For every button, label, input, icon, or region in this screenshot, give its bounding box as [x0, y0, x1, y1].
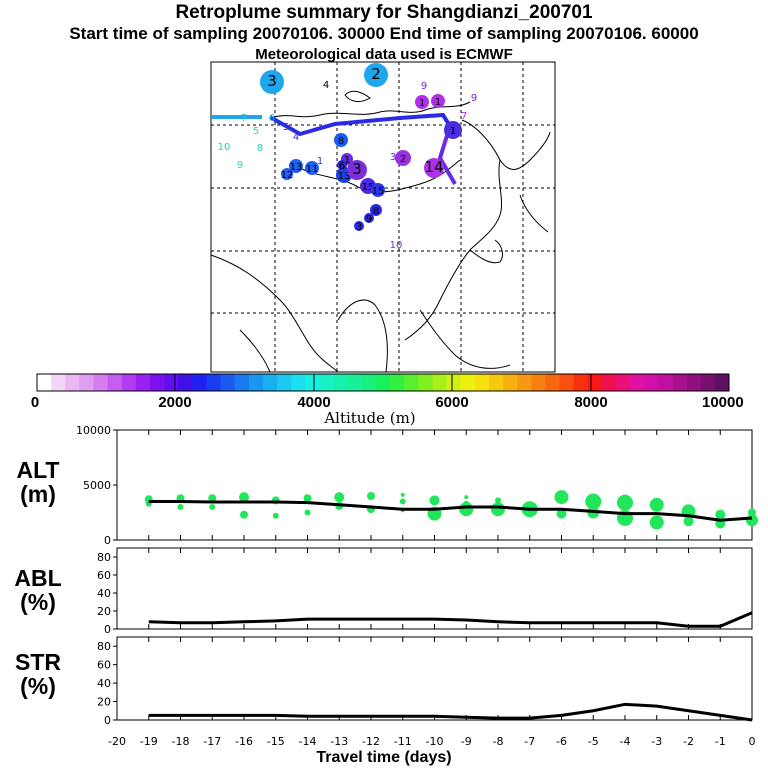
x-axis-label: Travel time (days) [316, 749, 452, 766]
alt-series-line [148, 500, 753, 522]
y-tick-label: 60 [97, 569, 111, 582]
y-tick-label: 10000 [76, 424, 111, 437]
alt-axis-label: ALT (m) [16, 457, 60, 507]
meteo-data-line: Meteorological data used is ECMWF [255, 46, 513, 63]
x-tick-label: -20 [108, 735, 126, 748]
y-tick-label: 40 [97, 677, 111, 690]
colorbar-tick-label: 6000 [435, 394, 469, 411]
altitude-point [683, 516, 694, 527]
altitude-point [491, 502, 505, 517]
abl-panel-frame [116, 547, 753, 630]
altitude-point [400, 492, 405, 497]
x-tick-label: -12 [362, 735, 380, 748]
altitude-point [208, 494, 217, 503]
altitude-point [334, 492, 345, 503]
altitude-point [495, 497, 501, 504]
x-tick-label: -11 [394, 735, 412, 748]
y-tick-label: 20 [97, 605, 111, 618]
altitude-point [177, 504, 184, 510]
str-series-line [148, 702, 753, 722]
altitude-point [272, 512, 279, 519]
x-tick-label: -17 [203, 735, 221, 748]
x-tick-label: -9 [461, 735, 472, 748]
y-tick-label: 20 [97, 696, 111, 709]
altitude-point [748, 508, 756, 517]
colorbar-tick-label: 0 [30, 394, 40, 411]
altitude-point [209, 504, 216, 510]
x-tick-label: -5 [588, 735, 599, 748]
altitude-point [459, 502, 474, 517]
altitude-point [240, 510, 248, 519]
altitude-point [304, 509, 311, 516]
altitude-point [746, 514, 758, 527]
x-tick-label: -13 [330, 735, 348, 748]
altitude-point [617, 494, 633, 511]
x-tick-label: -8 [493, 735, 504, 748]
x-tick-label: -14 [299, 735, 317, 748]
x-tick-label: -1 [715, 735, 726, 748]
altitude-point [429, 495, 440, 506]
y-tick-label: 0 [104, 534, 111, 547]
colorbar-tick-label: 2000 [158, 394, 192, 411]
x-tick-label: -6 [556, 735, 567, 748]
altitude-point [649, 497, 664, 512]
altitude-point [303, 494, 312, 503]
x-tick-label: -10 [426, 735, 444, 748]
abl-axis-label: ABL (%) [14, 565, 62, 615]
y-tick-label: 0 [104, 623, 111, 636]
y-tick-label: 60 [97, 659, 111, 672]
y-tick-label: 5000 [83, 479, 111, 492]
abl-series-line [148, 611, 753, 628]
colorbar-tick-label: 4000 [297, 394, 331, 411]
altitude-point [585, 493, 602, 510]
x-tick-label: -3 [651, 735, 662, 748]
sampling-time-line: Start time of sampling 20070106. 30000 E… [69, 24, 699, 43]
x-tick-label: -16 [235, 735, 253, 748]
x-tick-label: -15 [267, 735, 285, 748]
x-tick-label: -18 [172, 735, 190, 748]
str-axis-label: STR (%) [15, 649, 61, 699]
y-tick-label: 0 [104, 714, 111, 727]
colorbar-tick-label: 8000 [574, 394, 608, 411]
altitude-point [649, 515, 664, 530]
colorbar-title: Altitude (m) [324, 409, 416, 427]
altitude-point [367, 492, 375, 500]
y-tick-label: 40 [97, 587, 111, 600]
x-tick-label: -2 [683, 735, 694, 748]
x-tick-label: -4 [620, 735, 631, 748]
altitude-point [399, 498, 406, 505]
y-tick-label: 80 [97, 640, 111, 653]
altitude-point [554, 490, 569, 505]
y-tick-label: 80 [97, 551, 111, 564]
chart-title: Retroplume summary for Shangdianzi_20070… [175, 2, 593, 23]
altitude-point [239, 492, 249, 503]
altitude-point [464, 495, 469, 500]
altitude-point [556, 508, 567, 519]
x-tick-label: 0 [749, 735, 756, 748]
colorbar-tick-label: 10000 [702, 394, 744, 411]
x-tick-label: -19 [140, 735, 158, 748]
altitude-point [715, 509, 726, 520]
x-tick-label: -7 [524, 735, 535, 748]
